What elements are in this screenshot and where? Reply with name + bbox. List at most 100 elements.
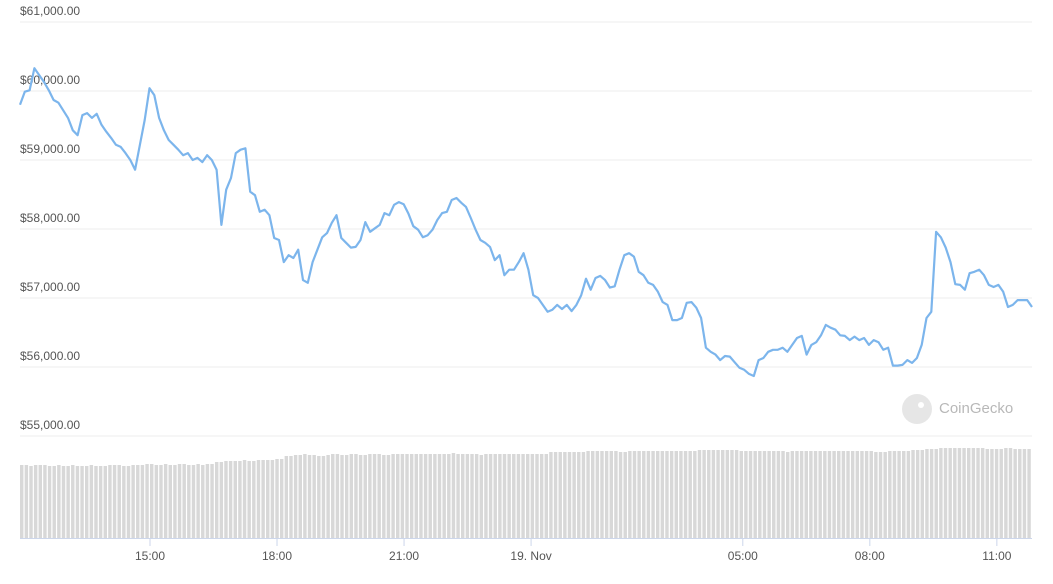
volume-bar — [1018, 449, 1022, 538]
volume-bar — [883, 452, 887, 538]
volume-bar — [205, 464, 210, 538]
volume-bar — [252, 461, 256, 538]
y-tick-label: $58,000.00 — [20, 211, 80, 225]
volume-bar — [544, 454, 549, 538]
volume-bar — [38, 465, 43, 538]
volume-bar — [655, 451, 660, 538]
volume-bar — [651, 451, 655, 538]
volume-bar — [66, 466, 70, 538]
volume-bar — [298, 455, 302, 538]
volume-bar — [173, 465, 177, 538]
volume-bar — [897, 451, 901, 538]
volume-bar — [303, 454, 307, 538]
volume-bar — [748, 451, 753, 538]
volume-bar — [456, 454, 460, 538]
volume-bar — [832, 451, 836, 538]
volume-bar — [289, 456, 293, 538]
volume-bar — [61, 466, 66, 538]
volume-bar — [693, 451, 697, 538]
volume-bar — [145, 464, 149, 538]
volume-bar — [581, 452, 586, 538]
volume-bar — [590, 451, 595, 538]
volume-bar — [29, 466, 33, 538]
volume-bar — [920, 450, 925, 538]
volume-bar — [623, 452, 627, 538]
volume-bar — [994, 449, 999, 538]
volume-bar — [201, 465, 205, 538]
volume-bar — [730, 450, 734, 538]
volume-bar — [354, 454, 358, 538]
volume-bar — [159, 465, 163, 538]
volume-bar — [558, 452, 562, 538]
volume-bar — [697, 450, 702, 538]
volume-bar — [823, 451, 827, 538]
volume-bar — [1004, 448, 1008, 538]
volume-bar — [516, 454, 521, 538]
volume-bar — [934, 449, 938, 538]
volume-bar — [270, 460, 275, 538]
volume-bar — [739, 451, 743, 538]
volume-bar — [925, 449, 929, 538]
volume-bar — [293, 455, 298, 538]
volume-bar — [781, 451, 785, 538]
volume-bar — [720, 450, 725, 538]
plot: $61,000.00 $60,000.00 $59,000.00 $58,000.00… — [18, 4, 1033, 563]
volume-bar — [874, 452, 878, 538]
volume-bar — [498, 454, 502, 538]
volume-bar — [80, 466, 84, 538]
volume-bar — [275, 459, 279, 538]
volume-bar — [470, 454, 474, 538]
volume-bar — [609, 451, 614, 538]
volume-bar — [368, 454, 372, 538]
volume-bar — [321, 456, 326, 538]
volume-bar — [526, 454, 530, 538]
volume-bar — [71, 465, 75, 538]
volume-bar — [312, 455, 316, 538]
volume-bar — [256, 460, 261, 538]
volume-bar — [196, 464, 200, 538]
volume-bar — [210, 464, 214, 538]
x-tick-label: 05:00 — [728, 549, 758, 563]
volume-bar — [864, 451, 869, 538]
volume-bar — [818, 451, 822, 538]
volume-bar — [382, 455, 386, 538]
volume-bar — [214, 462, 219, 538]
volume-bar — [409, 454, 414, 538]
volume-bar — [642, 451, 646, 538]
volume-bar — [702, 450, 706, 538]
volume-bar — [24, 465, 29, 538]
volume-bar — [47, 466, 52, 538]
y-tick-label: $56,000.00 — [20, 349, 80, 363]
volume-bar — [999, 449, 1003, 538]
volume-bar — [646, 451, 651, 538]
volume-bar — [586, 451, 590, 538]
volume-bar — [860, 451, 864, 538]
volume-bar — [451, 453, 456, 538]
volume-bar — [614, 451, 618, 538]
volume-bar — [953, 448, 957, 538]
x-tick-label: 19. Nov — [510, 549, 551, 563]
volume-bar — [1022, 449, 1027, 538]
volume-bar — [317, 456, 321, 538]
volume-bar — [182, 464, 186, 538]
volume-bar — [242, 460, 247, 538]
volume-bar — [758, 451, 762, 538]
volume-bar — [985, 449, 990, 538]
volume-bar — [878, 452, 883, 538]
volume-bar — [512, 454, 516, 538]
volume-bar — [261, 460, 265, 538]
volume-bar — [850, 451, 855, 538]
volume-bar — [266, 460, 270, 538]
volume-bar — [437, 454, 442, 538]
volume-bar — [131, 465, 135, 538]
volume-bar — [423, 454, 428, 538]
volume-bar — [191, 465, 196, 538]
volume-bar — [224, 461, 228, 538]
volume-bar — [488, 454, 493, 538]
volume-bar — [279, 459, 284, 538]
volume-bar — [600, 451, 604, 538]
volume-bar — [108, 465, 112, 538]
volume-bar — [103, 466, 108, 538]
x-tick-label: 11:00 — [982, 549, 1011, 563]
